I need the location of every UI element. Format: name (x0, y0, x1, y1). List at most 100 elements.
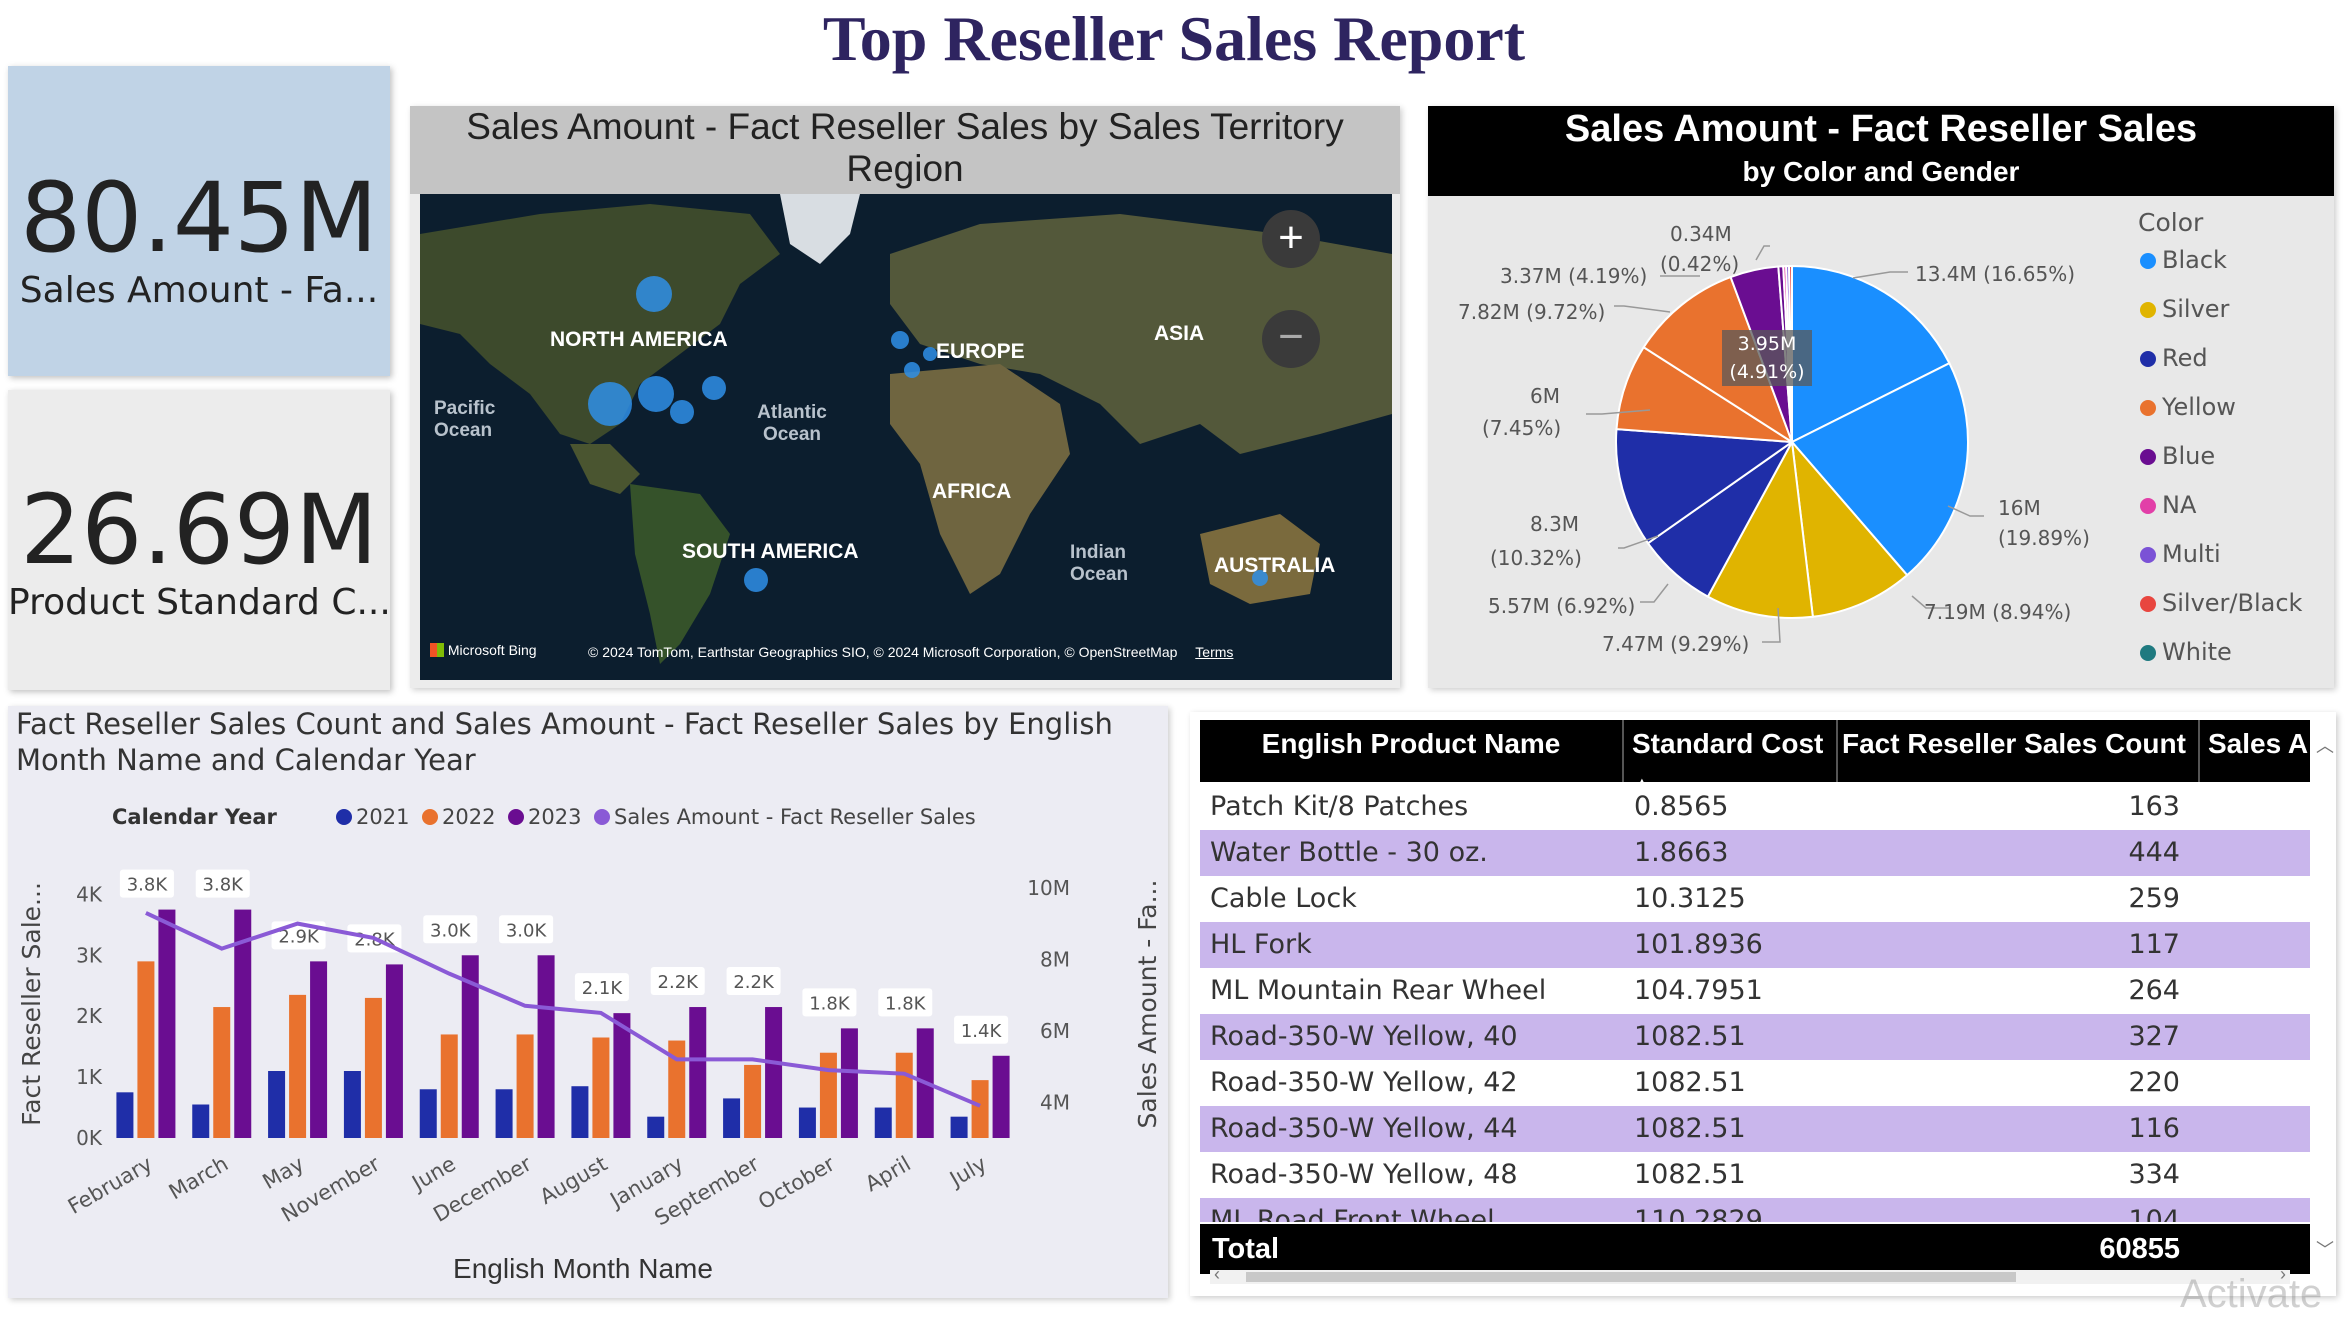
cell-product-name: HL Fork (1210, 929, 1312, 960)
combo-chart-title: Fact Reseller Sales Count and Sales Amou… (16, 707, 1113, 777)
legend-item[interactable]: Multi (2140, 540, 2221, 568)
table-row[interactable]: Road-350-W Yellow, 40 1082.51 327 (1200, 1014, 2310, 1060)
pie-chart[interactable] (1428, 196, 2334, 688)
scroll-up-icon[interactable]: ︿ (2316, 736, 2334, 756)
pie-slice[interactable] (1790, 438, 1909, 618)
bar (364, 997, 382, 1138)
table-row[interactable]: Cable Lock 10.3125 259 (1200, 876, 2310, 922)
data-label: 3.8K (127, 875, 169, 896)
bar (950, 1116, 968, 1138)
bar (495, 1089, 513, 1138)
world-map[interactable]: NORTH AMERICA EUROPE ASIA AFRICA SOUTH A… (420, 194, 1392, 680)
pie-label: 8.3M (1530, 512, 1580, 536)
legend-item[interactable]: Blue (2140, 442, 2215, 470)
legend-dot-icon (2140, 302, 2156, 318)
scroll-right-icon[interactable]: › (2280, 1264, 2286, 1284)
scroll-down-icon[interactable]: ﹀ (2316, 1240, 2334, 1260)
legend-item[interactable]: Black (2140, 246, 2227, 274)
table-row[interactable]: Road-350-W Yellow, 44 1082.51 116 (1200, 1106, 2310, 1152)
y-axis-title: Fact Reseller Sale... (17, 882, 46, 1126)
y2-tick-label: 8M (1040, 947, 1070, 971)
bar (819, 1052, 837, 1138)
pie-label: 7.82M (9.72%) (1458, 300, 1606, 324)
legend-item[interactable]: Yellow (2140, 393, 2236, 421)
combo-chart-visual[interactable] (8, 706, 1168, 1298)
scrollbar-thumb[interactable] (1246, 1272, 2016, 1282)
pie-label: 7.19M (8.94%) (1924, 600, 2072, 624)
cell-standard-cost: 1082.51 (1634, 1113, 1746, 1144)
data-label-bg (650, 967, 705, 996)
column-header-sales-count[interactable]: Fact Reseller Sales Count (1836, 720, 2200, 782)
zoom-in-button[interactable]: + (1262, 210, 1320, 268)
terms-link[interactable]: Terms (1195, 644, 1234, 660)
legend-label: 2023 (528, 805, 581, 829)
x-axis-title: English Month Name (453, 1253, 713, 1284)
bar (516, 1034, 534, 1138)
legend-label: 2022 (442, 805, 495, 829)
data-label: 1.8K (809, 993, 851, 1014)
legend-dot-icon (422, 809, 438, 825)
cell-sales-count: 444 (2128, 837, 2180, 868)
table-row[interactable]: ML Road Front Wheel 110.2829 104 (1200, 1198, 2310, 1222)
bar (137, 961, 155, 1138)
pie-slice[interactable] (1642, 275, 1794, 445)
combo-chart[interactable]: Calendar Year 2021 2022 2023 Sales Amount - … (8, 790, 1168, 1298)
data-label: 2.1K (582, 978, 624, 999)
legend-dot-icon (2140, 596, 2156, 612)
x-tick-label: June (406, 1152, 459, 1197)
cell-product-name: Road-350-W Yellow, 48 (1210, 1159, 1518, 1190)
x-tick-label: March (165, 1152, 232, 1205)
legend-dot-icon (594, 809, 610, 825)
table-row[interactable]: Water Bottle - 30 oz. 1.8663 444 (1200, 830, 2310, 876)
pie-label: 13.4M (16.65%) (1915, 262, 2076, 286)
table-row[interactable]: HL Fork 101.8936 117 (1200, 922, 2310, 968)
kpi-card-standard-cost[interactable]: 26.69M Product Standard C... (8, 390, 391, 690)
column-header-sales-amount[interactable]: Sales A (2208, 728, 2309, 759)
pie-label: (0.42%) (1660, 252, 1740, 276)
bar (268, 1071, 286, 1138)
table-row[interactable]: Patch Kit/8 Patches 0.8565 163 (1200, 784, 2310, 830)
map-label-south-america: SOUTH AMERICA (682, 540, 859, 563)
legend-item[interactable]: Silver (2140, 295, 2229, 323)
table-row[interactable]: Road-350-W Yellow, 48 1082.51 334 (1200, 1152, 2310, 1198)
bar (895, 1052, 913, 1138)
zoom-out-button[interactable]: − (1262, 310, 1320, 368)
column-header-standard-cost[interactable]: Standard Cost ▲ (1624, 720, 1838, 782)
kpi-label: Sales Amount - Fa... (19, 270, 379, 311)
bar (116, 1092, 134, 1138)
cell-standard-cost: 1082.51 (1634, 1021, 1746, 1052)
x-tick-label: May (258, 1152, 308, 1194)
x-tick-label: April (861, 1152, 915, 1197)
legend-item[interactable]: White (2140, 638, 2232, 666)
bar (647, 1116, 665, 1138)
bar (798, 1107, 816, 1138)
table-header: English Product Name Standard Cost ▲ Fac… (1200, 720, 2310, 782)
column-header-product-name[interactable]: English Product Name (1200, 720, 1624, 782)
kpi-card-sales-amount[interactable]: 80.45M Sales Amount - Fa... (8, 66, 390, 376)
pie-slice[interactable] (1790, 361, 1969, 577)
pie-slice[interactable] (1615, 428, 1795, 545)
bar (723, 1098, 741, 1138)
map-label-north-america: NORTH AMERICA (550, 328, 728, 351)
pie-slice[interactable] (1706, 438, 1814, 619)
pie-slice[interactable] (1791, 264, 1951, 444)
scroll-left-icon[interactable]: ‹ (1214, 1264, 1220, 1284)
legend-item[interactable]: Red (2140, 344, 2208, 372)
table-row[interactable]: Road-350-W Yellow, 42 1082.51 220 (1200, 1060, 2310, 1106)
legend-dot-icon (2140, 498, 2156, 514)
legend-item[interactable]: NA (2140, 491, 2196, 519)
cell-product-name: Road-350-W Yellow, 40 (1210, 1021, 1518, 1052)
horizontal-scrollbar[interactable] (1210, 1270, 2290, 1284)
table-row[interactable]: ML Mountain Rear Wheel 104.7951 264 (1200, 968, 2310, 1014)
table-total-row: Total 60855 (1200, 1224, 2310, 1274)
pie-label: (19.89%) (1998, 526, 2090, 550)
bar (419, 1089, 437, 1138)
pie-leader-lines (1586, 245, 1984, 643)
bar (613, 1013, 631, 1138)
data-label: 3.0K (430, 920, 472, 941)
legend-item[interactable]: Silver/Black (2140, 589, 2302, 617)
pie-chart-subtitle: by Color and Gender (1742, 156, 2020, 187)
legend-dot-icon (2140, 449, 2156, 465)
cell-product-name: Patch Kit/8 Patches (1210, 791, 1469, 822)
data-label-bg (726, 967, 781, 996)
